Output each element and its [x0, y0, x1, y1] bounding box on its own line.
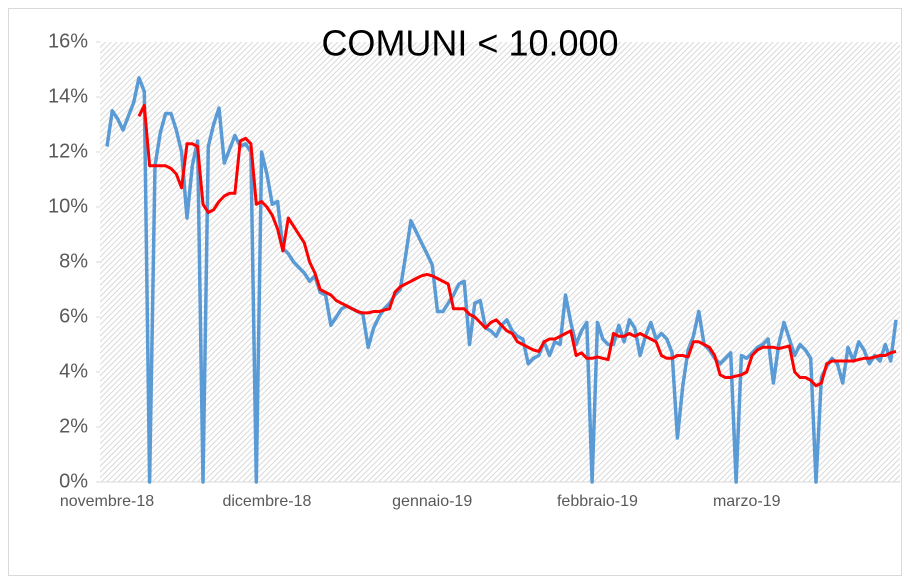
- y-tick-label: 2%: [59, 415, 88, 437]
- chart-title: COMUNI < 10.000: [321, 23, 618, 64]
- y-tick-label: 6%: [59, 305, 88, 327]
- x-tick-label: dicembre-18: [222, 493, 311, 510]
- y-tick-label: 12%: [48, 140, 88, 162]
- x-tick-label: febbraio-19: [557, 493, 638, 510]
- x-tick-label: novembre-18: [60, 493, 154, 510]
- x-tick-label: marzo-19: [713, 493, 781, 510]
- plot-area: [100, 42, 900, 482]
- y-tick-label: 0%: [59, 470, 88, 492]
- y-tick-label: 14%: [48, 85, 88, 107]
- y-tick-label: 16%: [48, 30, 88, 52]
- x-tick-label: gennaio-19: [392, 493, 472, 510]
- y-tick-label: 8%: [59, 250, 88, 272]
- y-tick-label: 10%: [48, 195, 88, 217]
- y-tick-label: 4%: [59, 360, 88, 382]
- line-series: [137, 103, 897, 388]
